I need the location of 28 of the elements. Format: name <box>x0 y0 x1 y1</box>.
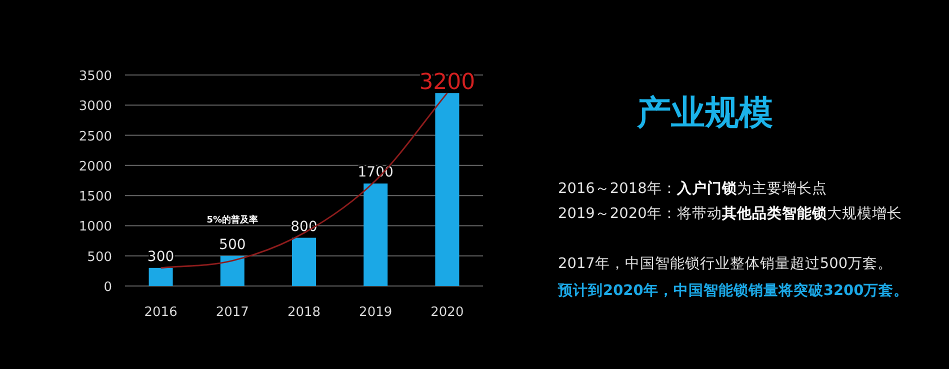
x-tick-label: 2020 <box>430 305 464 320</box>
bar <box>220 256 244 286</box>
y-tick-label: 2000 <box>78 159 112 174</box>
text: 产业规模 <box>636 93 773 133</box>
y-tick-label: 1000 <box>78 220 112 235</box>
bar <box>292 238 316 286</box>
y-tick-label: 1500 <box>78 190 112 205</box>
x-tick-label: 2017 <box>216 305 249 320</box>
data-label: 300 <box>147 248 174 265</box>
text: 2017年，中国智能锁行业整体销量超过500万套。 <box>558 255 893 272</box>
text: 2019～2020年：将带动其他品类智能锁大规模增长 <box>558 205 902 222</box>
x-tick-label: 2018 <box>287 305 321 320</box>
x-tick-label: 2016 <box>144 305 178 320</box>
bar <box>364 184 388 286</box>
y-tick-label: 3000 <box>78 99 112 114</box>
y-tick-label: 0 <box>104 280 112 295</box>
bar <box>435 93 460 286</box>
annotation: 5%的普及率 <box>206 214 258 226</box>
text: 2016～2018年：入户门锁为主要增长点 <box>558 179 827 197</box>
data-label: 800 <box>290 218 318 235</box>
text: 预计到2020年，中国智能锁销量将突破3200万套。 <box>557 281 909 299</box>
x-tick-label: 2019 <box>359 305 392 320</box>
bar <box>148 268 173 286</box>
y-tick-label: 500 <box>87 250 112 265</box>
data-label: 3200 <box>419 70 476 96</box>
data-label: 500 <box>219 236 246 253</box>
y-tick-label: 2500 <box>78 129 112 144</box>
y-tick-label: 3500 <box>78 69 112 84</box>
